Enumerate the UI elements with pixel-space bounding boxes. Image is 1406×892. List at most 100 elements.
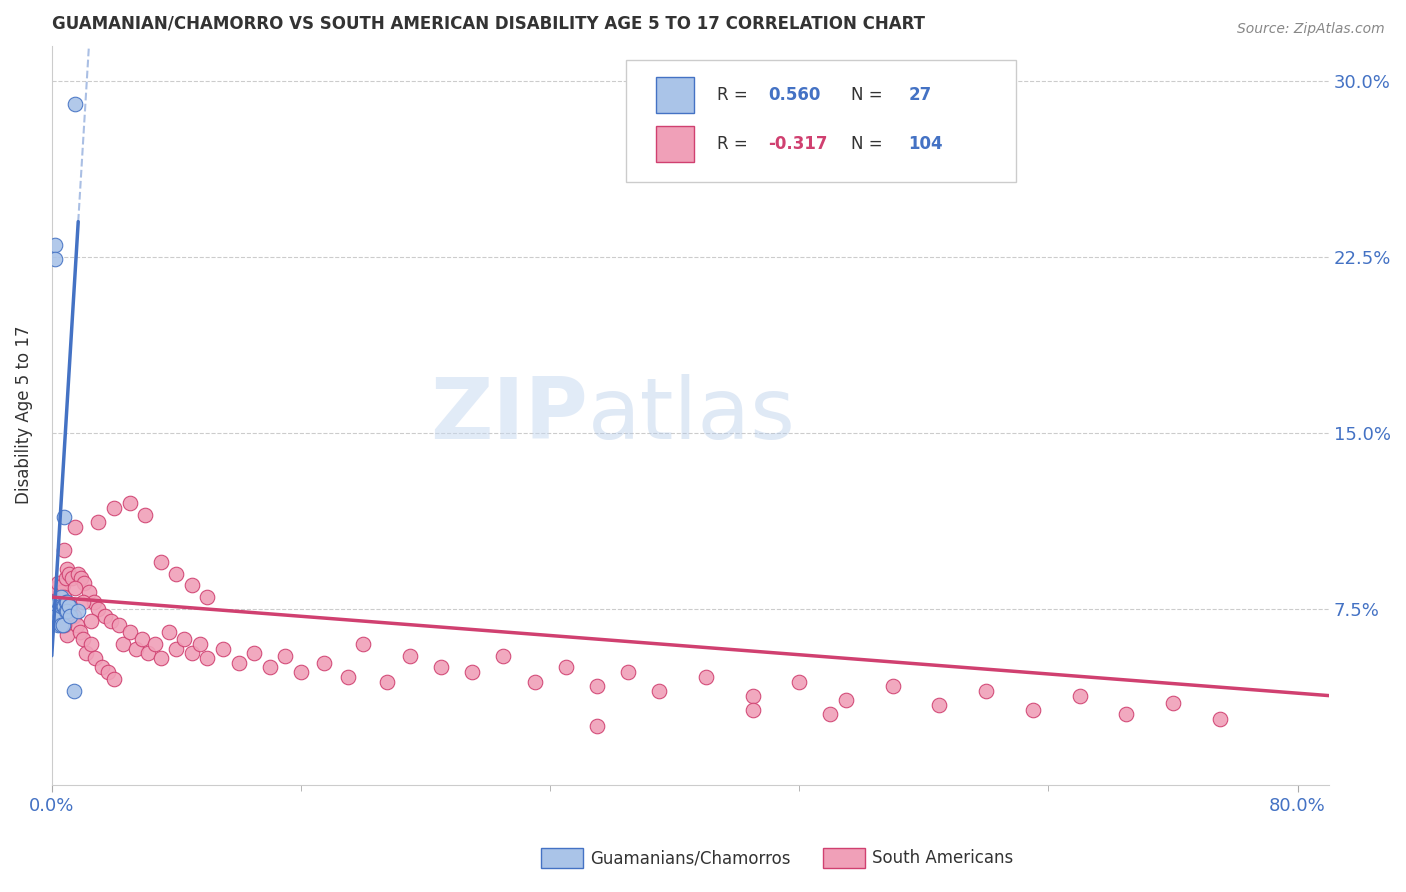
Point — [314, 656, 336, 670]
Point — [67, 604, 90, 618]
Point — [188, 637, 211, 651]
Point — [63, 581, 86, 595]
Point — [58, 566, 80, 581]
Point — [49, 590, 72, 604]
Point — [741, 703, 763, 717]
Point — [290, 665, 312, 680]
Point — [79, 614, 101, 628]
Point — [45, 599, 67, 614]
Point — [1022, 703, 1045, 717]
Point — [75, 646, 97, 660]
Text: R =: R = — [717, 87, 754, 104]
Point — [1115, 707, 1137, 722]
Point — [180, 578, 202, 592]
Point — [180, 646, 202, 660]
Point — [49, 599, 72, 614]
Point — [136, 646, 159, 660]
Point — [46, 576, 69, 591]
Point — [97, 665, 120, 680]
Point — [143, 637, 166, 651]
Point — [53, 543, 76, 558]
Point — [42, 604, 65, 618]
Point — [52, 618, 75, 632]
Point — [52, 578, 75, 592]
Point — [44, 252, 66, 267]
Point — [173, 632, 195, 647]
Point — [974, 684, 997, 698]
Point — [45, 581, 67, 595]
Point — [118, 625, 141, 640]
Point — [554, 660, 576, 674]
Point — [42, 595, 65, 609]
Point — [695, 670, 717, 684]
Point — [103, 672, 125, 686]
Point — [1209, 712, 1232, 726]
Point — [56, 562, 79, 576]
Point — [55, 595, 77, 609]
Point — [741, 689, 763, 703]
Point — [46, 595, 69, 609]
Point — [149, 555, 172, 569]
Point — [585, 719, 607, 733]
Text: R =: R = — [717, 135, 754, 153]
Point — [72, 595, 94, 609]
Point — [212, 641, 235, 656]
Point — [55, 571, 77, 585]
Point — [73, 576, 96, 591]
Point — [928, 698, 950, 712]
Point — [53, 510, 76, 524]
Point — [274, 648, 297, 663]
Text: 0.560: 0.560 — [768, 87, 821, 104]
Point — [882, 679, 904, 693]
Point — [149, 651, 172, 665]
Text: -0.317: -0.317 — [768, 135, 828, 153]
Point — [44, 238, 66, 252]
Point — [100, 614, 122, 628]
Point — [103, 500, 125, 515]
Point — [131, 632, 153, 647]
Text: GUAMANIAN/CHAMORRO VS SOUTH AMERICAN DISABILITY AGE 5 TO 17 CORRELATION CHART: GUAMANIAN/CHAMORRO VS SOUTH AMERICAN DIS… — [52, 15, 925, 33]
Point — [787, 674, 810, 689]
Point — [87, 601, 110, 615]
Point — [44, 585, 66, 599]
Point — [243, 646, 266, 660]
Point — [118, 496, 141, 510]
Point — [49, 585, 72, 599]
Point — [46, 618, 69, 632]
Point — [63, 97, 86, 112]
Point — [53, 590, 76, 604]
Point — [55, 599, 77, 614]
Text: atlas: atlas — [588, 374, 796, 457]
Point — [617, 665, 640, 680]
Text: ZIP: ZIP — [430, 374, 588, 457]
Point — [42, 595, 65, 609]
Point — [45, 604, 67, 618]
Point — [55, 604, 77, 618]
Point — [60, 571, 83, 585]
Point — [84, 651, 107, 665]
FancyBboxPatch shape — [627, 61, 1017, 182]
Point — [523, 674, 546, 689]
Point — [197, 651, 219, 665]
Point — [42, 614, 65, 628]
Y-axis label: Disability Age 5 to 17: Disability Age 5 to 17 — [15, 326, 32, 505]
Point — [134, 508, 156, 522]
Point — [59, 599, 82, 614]
Point — [90, 660, 112, 674]
Point — [53, 599, 76, 614]
Point — [77, 585, 100, 599]
Point — [44, 608, 66, 623]
Point — [62, 684, 84, 698]
Point — [63, 519, 86, 533]
Point — [48, 608, 70, 623]
Point — [375, 674, 398, 689]
Point — [259, 660, 281, 674]
Text: N =: N = — [851, 87, 889, 104]
Point — [93, 608, 115, 623]
Point — [49, 618, 72, 632]
Point — [58, 599, 80, 614]
Text: N =: N = — [851, 135, 889, 153]
Point — [157, 625, 180, 640]
Point — [399, 648, 422, 663]
Point — [52, 604, 75, 618]
